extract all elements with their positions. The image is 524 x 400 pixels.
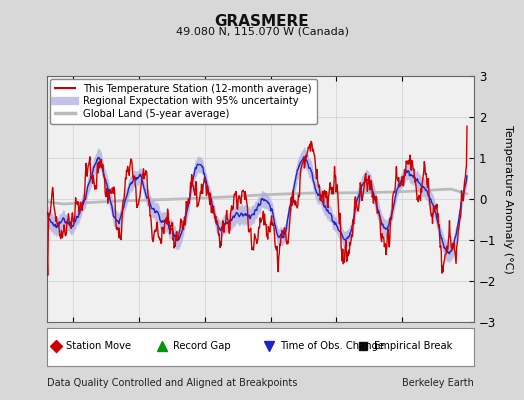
Text: Berkeley Earth: Berkeley Earth (402, 378, 474, 388)
Y-axis label: Temperature Anomaly (°C): Temperature Anomaly (°C) (503, 125, 513, 273)
Text: 49.080 N, 115.070 W (Canada): 49.080 N, 115.070 W (Canada) (176, 26, 348, 36)
Text: Record Gap: Record Gap (173, 341, 231, 351)
Legend: This Temperature Station (12-month average), Regional Expectation with 95% uncer: This Temperature Station (12-month avera… (50, 79, 316, 124)
Text: GRASMERE: GRASMERE (215, 14, 309, 29)
Text: Empirical Break: Empirical Break (374, 341, 452, 351)
Text: Data Quality Controlled and Aligned at Breakpoints: Data Quality Controlled and Aligned at B… (47, 378, 298, 388)
Text: Station Move: Station Move (67, 341, 132, 351)
Text: Time of Obs. Change: Time of Obs. Change (280, 341, 384, 351)
